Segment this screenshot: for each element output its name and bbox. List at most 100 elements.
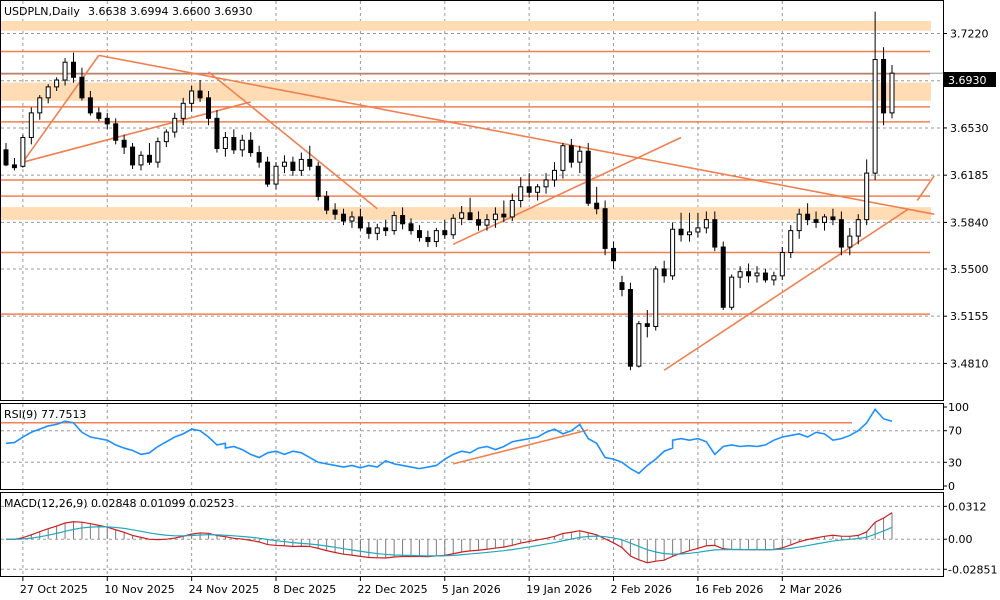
- candle-body: [568, 145, 574, 163]
- candle-body: [433, 230, 439, 243]
- candle-body: [703, 219, 709, 229]
- price-tick-label: 3.5840: [950, 216, 989, 229]
- price-tick-label: 3.7220: [950, 27, 989, 40]
- candle: [560, 143, 566, 179]
- candle-body: [298, 158, 304, 171]
- candle: [214, 110, 220, 153]
- trendline: [663, 208, 910, 371]
- candle: [71, 52, 77, 83]
- candle: [155, 137, 161, 168]
- candle-body: [374, 227, 380, 234]
- candle-body: [577, 150, 583, 163]
- candle-body: [518, 186, 524, 202]
- candle: [450, 214, 456, 239]
- macd-tick-label: 0.0312: [948, 500, 987, 513]
- candle-body: [408, 223, 414, 232]
- candle: [28, 107, 34, 145]
- candle: [754, 266, 760, 283]
- price-header-symbol: USDPLN,Daily: [4, 5, 80, 18]
- rsi-label: RSI(9) 77.7513: [4, 408, 86, 421]
- rsi-panel-frame: [0, 403, 944, 490]
- candle-body: [391, 215, 397, 232]
- candle-body: [467, 212, 473, 221]
- candle: [315, 162, 321, 201]
- candle-body: [847, 235, 853, 248]
- candle: [146, 143, 152, 165]
- rsi-y-axis: 100 70 30 0: [943, 401, 969, 493]
- candle: [459, 205, 465, 226]
- candle-body: [248, 139, 254, 154]
- candle: [653, 266, 659, 331]
- date-tick-label: 19 Jan 2026: [526, 583, 592, 596]
- candle: [256, 145, 262, 168]
- candle: [189, 85, 195, 112]
- rsi-tick-label: 0: [948, 480, 955, 493]
- candle-body: [720, 246, 726, 308]
- candle-body: [121, 139, 127, 148]
- candle: [20, 134, 26, 168]
- candle: [686, 212, 692, 242]
- candle: [762, 268, 768, 283]
- candle: [349, 211, 355, 228]
- candle-body: [678, 228, 684, 236]
- candle-body: [813, 219, 819, 223]
- candle-body: [400, 215, 406, 225]
- candle-body: [459, 212, 465, 219]
- candle-body: [214, 117, 220, 149]
- candle-body: [155, 141, 161, 163]
- candle-body: [357, 216, 363, 229]
- candle-body: [281, 161, 287, 167]
- candle-body: [3, 149, 9, 166]
- candle: [577, 145, 583, 174]
- candle-body: [383, 227, 389, 232]
- candle-body: [492, 213, 498, 221]
- candle-body: [307, 158, 313, 167]
- candle: [712, 211, 718, 252]
- candle-body: [686, 231, 692, 236]
- candle: [222, 132, 228, 157]
- candle: [594, 186, 600, 215]
- candle-body: [762, 272, 768, 281]
- candle-body: [779, 252, 785, 277]
- trendline: [22, 101, 251, 163]
- candle-body: [324, 195, 330, 211]
- candle: [433, 227, 439, 248]
- trendline: [916, 175, 935, 201]
- date-tick-label: 8 Dec 2025: [273, 583, 336, 596]
- price-tick-label: 3.5155: [950, 310, 989, 323]
- rsi-lines: [1, 408, 893, 475]
- candle-body: [138, 154, 144, 166]
- candle: [771, 271, 777, 286]
- candle: [695, 212, 701, 238]
- candle-body: [796, 213, 802, 232]
- candle: [121, 134, 127, 154]
- candle-body: [273, 165, 279, 185]
- rsi-grid: [1, 404, 943, 489]
- candle-body: [231, 137, 237, 151]
- candle-body: [805, 213, 811, 221]
- candle: [96, 107, 102, 122]
- candle-body: [189, 90, 195, 104]
- candle: [357, 208, 363, 231]
- price-tick-label: 3.6530: [950, 122, 989, 135]
- candle-body: [661, 268, 667, 277]
- macd-tick-label: -0.02851: [948, 563, 997, 576]
- price-grid: [1, 1, 943, 400]
- candle: [729, 274, 735, 311]
- candle: [62, 58, 68, 86]
- candle-body: [265, 161, 271, 185]
- candle: [501, 200, 507, 223]
- candle: [636, 320, 642, 368]
- candle: [602, 200, 608, 256]
- candle: [526, 173, 532, 198]
- candle-body: [54, 79, 60, 88]
- candle: [324, 190, 330, 215]
- date-tick-label: 22 Dec 2025: [357, 583, 427, 596]
- candle: [889, 64, 895, 119]
- candle: [821, 214, 827, 231]
- candle-body: [290, 161, 296, 171]
- support-resistance-zones: [1, 20, 931, 220]
- candle-body: [425, 236, 431, 243]
- candle-body: [889, 72, 895, 114]
- candle: [172, 112, 178, 138]
